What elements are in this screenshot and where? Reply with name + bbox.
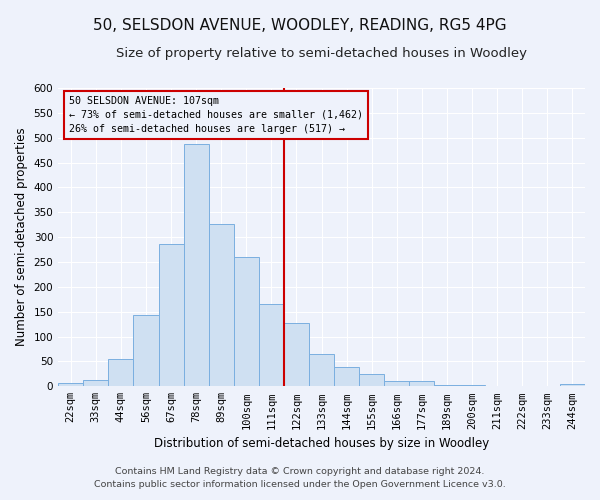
Text: 50 SELSDON AVENUE: 107sqm
← 73% of semi-detached houses are smaller (1,462)
26% : 50 SELSDON AVENUE: 107sqm ← 73% of semi-…	[69, 96, 363, 134]
Text: 50, SELSDON AVENUE, WOODLEY, READING, RG5 4PG: 50, SELSDON AVENUE, WOODLEY, READING, RG…	[93, 18, 507, 32]
Bar	[409, 382, 434, 386]
Bar	[133, 315, 158, 386]
Bar	[560, 384, 585, 386]
Bar	[158, 244, 184, 386]
Bar	[309, 354, 334, 386]
Bar	[234, 256, 259, 386]
Text: Contains HM Land Registry data © Crown copyright and database right 2024.
Contai: Contains HM Land Registry data © Crown c…	[94, 467, 506, 489]
X-axis label: Distribution of semi-detached houses by size in Woodley: Distribution of semi-detached houses by …	[154, 437, 489, 450]
Bar	[259, 304, 284, 386]
Y-axis label: Number of semi-detached properties: Number of semi-detached properties	[15, 128, 28, 346]
Bar	[434, 385, 460, 386]
Bar	[334, 368, 359, 386]
Bar	[184, 144, 209, 386]
Bar	[209, 224, 234, 386]
Bar	[58, 384, 83, 386]
Bar	[359, 374, 385, 386]
Bar	[385, 381, 409, 386]
Bar	[83, 380, 109, 386]
Title: Size of property relative to semi-detached houses in Woodley: Size of property relative to semi-detach…	[116, 48, 527, 60]
Bar	[109, 360, 133, 386]
Bar	[284, 323, 309, 386]
